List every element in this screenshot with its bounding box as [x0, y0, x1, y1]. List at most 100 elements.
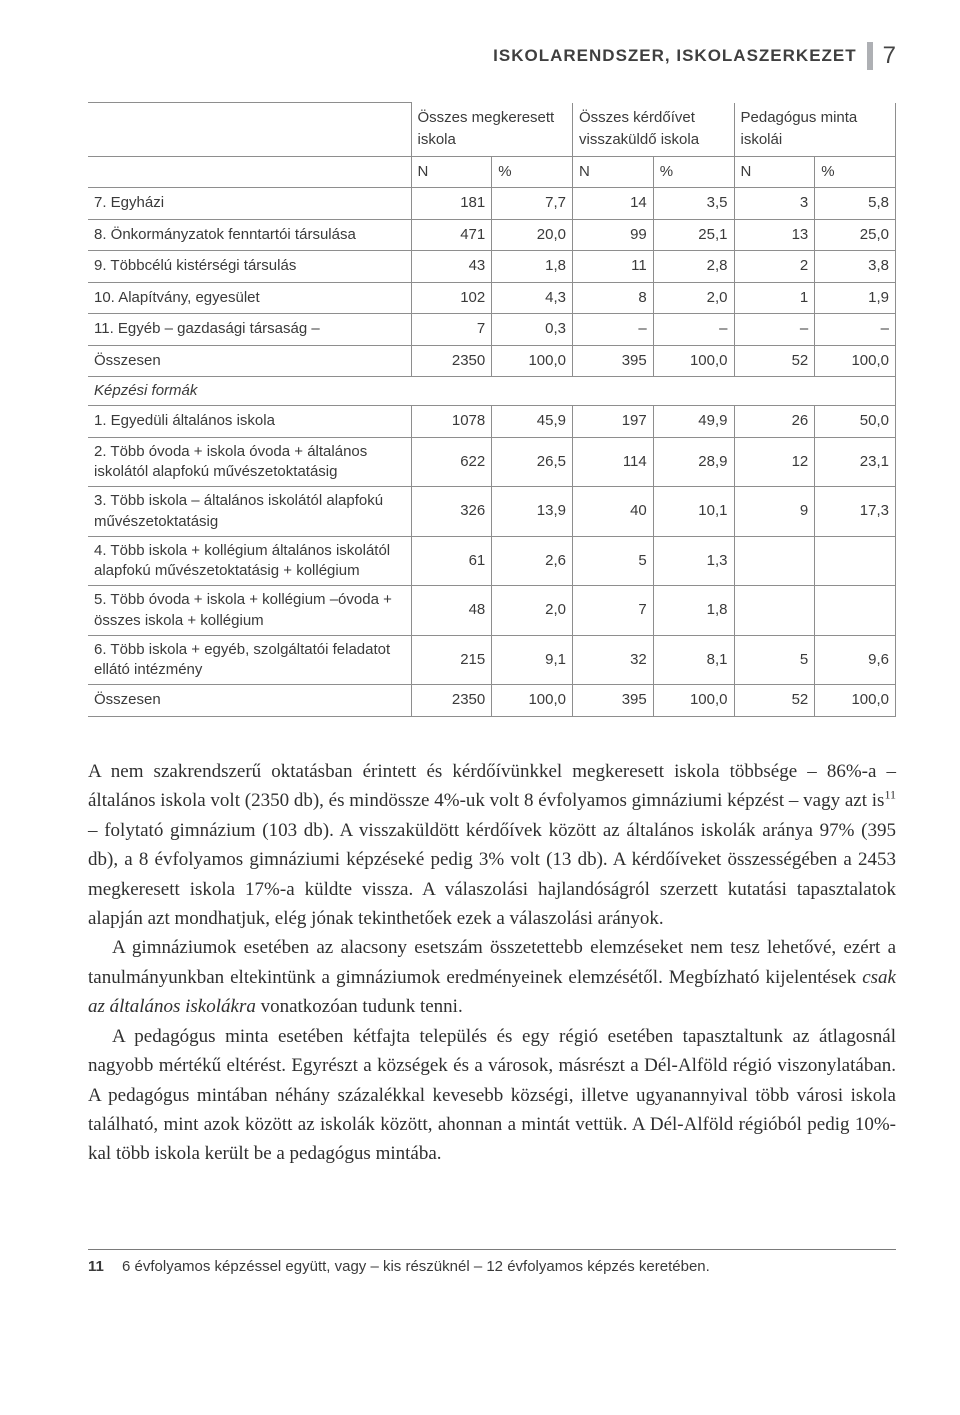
- cell: 100,0: [815, 345, 896, 377]
- cell: 100,0: [492, 345, 573, 377]
- cell: 181: [411, 188, 492, 220]
- cell: 7: [411, 314, 492, 346]
- cell: 9,1: [492, 635, 573, 685]
- text: A nem szakrendszerű oktatásban érintett …: [88, 761, 896, 811]
- table-row: Összesen2350100,0395100,052100,0: [88, 345, 896, 377]
- row-label: 10. Alapítvány, egyesület: [88, 282, 411, 314]
- sub-header: N: [734, 156, 815, 188]
- cell: 215: [411, 635, 492, 685]
- cell: 326: [411, 487, 492, 537]
- cell: 9: [734, 487, 815, 537]
- cell: 5: [734, 635, 815, 685]
- cell: 52: [734, 685, 815, 717]
- row-label: 7. Egyházi: [88, 188, 411, 220]
- cell: 2,0: [653, 282, 734, 314]
- text: A gimnáziumok esetében az alacsony esets…: [88, 937, 896, 987]
- cell: 26,5: [492, 437, 573, 487]
- sub-header: N: [573, 156, 654, 188]
- cell: 5: [573, 536, 654, 586]
- cell: 23,1: [815, 437, 896, 487]
- table-row: 3. Több iskola – általános iskolától ala…: [88, 487, 896, 537]
- accent-bar: [867, 42, 873, 70]
- sub-header: %: [815, 156, 896, 188]
- cell: 100,0: [653, 685, 734, 717]
- cell: 2,0: [492, 586, 573, 636]
- cell: 26: [734, 406, 815, 438]
- table-row: 5. Több óvoda + iskola + kollégium –óvod…: [88, 586, 896, 636]
- cell: –: [734, 314, 815, 346]
- cell: [734, 536, 815, 586]
- cell: 100,0: [492, 685, 573, 717]
- cell: 1,9: [815, 282, 896, 314]
- table-row: 9. Többcélú kistérségi társulás431,8112,…: [88, 251, 896, 283]
- cell: –: [815, 314, 896, 346]
- table-row: 1. Egyedüli általános iskola107845,91974…: [88, 406, 896, 438]
- cell: 622: [411, 437, 492, 487]
- sub-header: N: [411, 156, 492, 188]
- footnote-text: 6 évfolyamos képzéssel együtt, vagy – ki…: [122, 1256, 710, 1279]
- sub-header: %: [653, 156, 734, 188]
- table-row: 6. Több iskola + egyéb, szolgáltatói fel…: [88, 635, 896, 685]
- cell: 1: [734, 282, 815, 314]
- row-label: 5. Több óvoda + iskola + kollégium –óvod…: [88, 586, 411, 636]
- table-header-groups: Összes megkeresett iskola Összes kérdőív…: [88, 103, 896, 157]
- page: ISKOLARENDSZER, ISKOLASZERKEZET 7 Összes…: [0, 0, 960, 1415]
- cell: 2: [734, 251, 815, 283]
- cell: 11: [573, 251, 654, 283]
- cell: 100,0: [653, 345, 734, 377]
- cell: 49,9: [653, 406, 734, 438]
- cell: 3: [734, 188, 815, 220]
- table-row: Képzési formák: [88, 377, 896, 406]
- col-group-label: Pedagógus minta iskolái: [734, 103, 896, 157]
- cell: –: [653, 314, 734, 346]
- table-row: Összesen2350100,0395100,052100,0: [88, 685, 896, 717]
- cell: 50,0: [815, 406, 896, 438]
- cell: 25,0: [815, 219, 896, 251]
- cell: 28,9: [653, 437, 734, 487]
- cell: 395: [573, 685, 654, 717]
- row-label: Összesen: [88, 345, 411, 377]
- page-number: 7: [883, 38, 896, 74]
- sub-header: %: [492, 156, 573, 188]
- cell: 197: [573, 406, 654, 438]
- table-header-sub: N % N % N %: [88, 156, 896, 188]
- running-header: ISKOLARENDSZER, ISKOLASZERKEZET 7: [88, 38, 896, 74]
- text: – folytató gimnázium (103 db). A visszak…: [88, 820, 896, 929]
- cell: 100,0: [815, 685, 896, 717]
- row-label: Összesen: [88, 685, 411, 717]
- running-title: ISKOLARENDSZER, ISKOLASZERKEZET: [493, 43, 856, 69]
- cell: 40: [573, 487, 654, 537]
- cell: 2,6: [492, 536, 573, 586]
- cell: 1,8: [492, 251, 573, 283]
- cell: 17,3: [815, 487, 896, 537]
- data-table: Összes megkeresett iskola Összes kérdőív…: [88, 102, 896, 717]
- cell: 102: [411, 282, 492, 314]
- cell: [815, 586, 896, 636]
- cell: 114: [573, 437, 654, 487]
- cell: 99: [573, 219, 654, 251]
- section-label: Képzési formák: [88, 377, 896, 406]
- cell: 2350: [411, 345, 492, 377]
- cell: 48: [411, 586, 492, 636]
- cell: 471: [411, 219, 492, 251]
- body-text: A nem szakrendszerű oktatásban érintett …: [88, 757, 896, 1169]
- row-label: 11. Egyéb – gazdasági társaság –: [88, 314, 411, 346]
- paragraph: A gimnáziumok esetében az alacsony esets…: [88, 933, 896, 1021]
- cell: 7,7: [492, 188, 573, 220]
- text: A pedagógus minta esetében kétfajta tele…: [88, 1026, 896, 1165]
- row-label: 3. Több iskola – általános iskolától ala…: [88, 487, 411, 537]
- row-label: 1. Egyedüli általános iskola: [88, 406, 411, 438]
- paragraph: A nem szakrendszerű oktatásban érintett …: [88, 757, 896, 934]
- cell: 0,3: [492, 314, 573, 346]
- table-row: 2. Több óvoda + iskola óvoda + általános…: [88, 437, 896, 487]
- col-group-label: Összes kérdőívet visszaküldő iskola: [573, 103, 735, 157]
- cell: 8,1: [653, 635, 734, 685]
- cell: 20,0: [492, 219, 573, 251]
- cell: 10,1: [653, 487, 734, 537]
- cell: 43: [411, 251, 492, 283]
- col-group-label: Összes megkeresett iskola: [411, 103, 573, 157]
- row-label: 2. Több óvoda + iskola óvoda + általános…: [88, 437, 411, 487]
- cell: 3,8: [815, 251, 896, 283]
- cell: 395: [573, 345, 654, 377]
- row-label: 9. Többcélú kistérségi társulás: [88, 251, 411, 283]
